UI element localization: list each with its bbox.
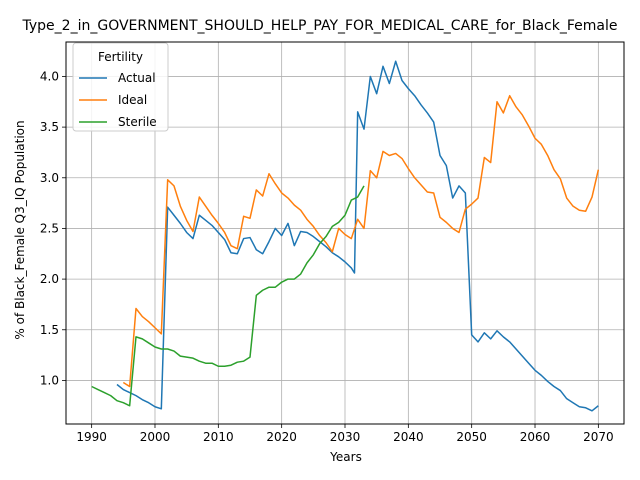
y-tick-label: 1.0 (40, 373, 59, 387)
x-axis-ticks: 1990 2000 2010 2020 2030 2040 2050 2060 2070 (76, 424, 614, 444)
y-tick-label: 4.0 (40, 69, 59, 83)
series-line-sterile (91, 185, 365, 407)
y-axis-ticks: 1.0 1.5 2.0 2.5 3.0 3.5 4.0 (40, 69, 66, 387)
legend-box (72, 42, 169, 132)
legend-label-sterile: Sterile (118, 115, 157, 129)
y-tick-label: 3.0 (40, 171, 59, 185)
y-tick-label: 1.5 (40, 323, 59, 337)
legend-label-actual: Actual (118, 71, 156, 85)
x-tick-label: 2040 (393, 430, 424, 444)
legend: Fertility Actual Ideal Sterile (72, 42, 169, 132)
legend-label-ideal: Ideal (118, 93, 147, 107)
x-tick-label: 2060 (520, 430, 551, 444)
series-line-ideal (122, 94, 600, 388)
y-axis-label: % of Black_Female Q3_IQ Population (13, 120, 27, 339)
y-tick-label: 2.0 (40, 272, 59, 286)
grid-lines (66, 42, 624, 424)
x-tick-label: 2000 (140, 430, 171, 444)
x-tick-label: 2050 (456, 430, 487, 444)
x-axis-label: Years (329, 450, 362, 464)
legend-title: Fertility (98, 50, 143, 64)
series-line-actual (116, 60, 599, 412)
x-tick-label: 1990 (76, 430, 107, 444)
x-tick-label: 2030 (330, 430, 361, 444)
x-tick-label: 2070 (583, 430, 614, 444)
y-tick-label: 2.5 (40, 221, 59, 235)
chart-title: Type_2_in_GOVERNMENT_SHOULD_HELP_PAY_FOR… (22, 18, 618, 34)
x-tick-label: 2010 (203, 430, 234, 444)
y-tick-label: 3.5 (40, 120, 59, 134)
x-tick-label: 2020 (266, 430, 297, 444)
series-lines (91, 60, 600, 412)
